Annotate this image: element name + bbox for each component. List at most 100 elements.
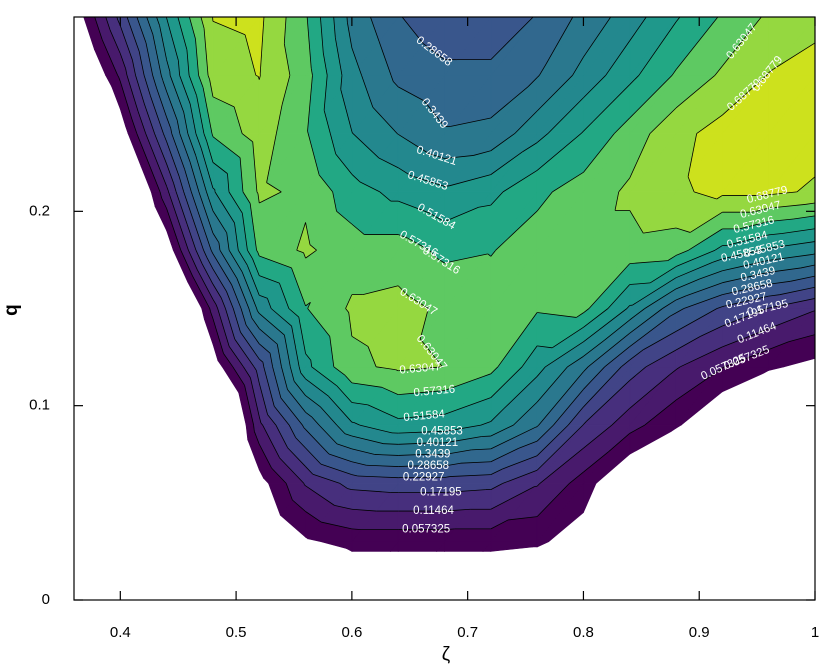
contour-line xyxy=(490,151,524,175)
contour-line xyxy=(766,72,770,76)
contour-line xyxy=(381,386,399,395)
contour-line xyxy=(166,17,179,61)
contour-line xyxy=(203,133,208,142)
contour-line xyxy=(200,17,205,29)
contour-line xyxy=(362,285,399,295)
contour-line xyxy=(567,406,584,426)
contour-line xyxy=(166,117,172,129)
contour-line xyxy=(460,461,491,464)
contour-line xyxy=(160,75,164,81)
contour-line xyxy=(490,133,515,152)
contour-line xyxy=(536,424,584,471)
contour-line xyxy=(621,359,631,368)
contour-line xyxy=(179,75,191,105)
contour-line xyxy=(722,75,767,116)
contour-line xyxy=(189,162,200,193)
contour-line xyxy=(675,366,681,370)
contour-line xyxy=(244,34,257,76)
contour-line xyxy=(318,174,333,193)
contour-line xyxy=(675,249,716,267)
contour-line xyxy=(259,294,268,299)
contour-line xyxy=(397,86,425,102)
contour-band xyxy=(675,424,683,429)
contour-line xyxy=(351,131,353,134)
contour-line xyxy=(262,424,280,459)
plot-frame xyxy=(73,16,816,601)
contour-line xyxy=(166,163,174,184)
contour-line xyxy=(675,278,700,290)
contour-line xyxy=(152,150,167,187)
x-axis-label: ζ xyxy=(442,644,451,665)
contour-line xyxy=(376,366,396,371)
contour-line xyxy=(186,49,190,76)
contour-line xyxy=(305,222,311,245)
contour-line xyxy=(323,75,328,111)
contour-line xyxy=(490,483,503,490)
contour-line xyxy=(604,346,631,368)
contour-line xyxy=(219,249,238,279)
y-axis-label: q xyxy=(1,304,22,316)
contour-line xyxy=(166,91,178,121)
contour-line xyxy=(319,406,338,426)
contour-line xyxy=(267,414,277,426)
contour-line xyxy=(283,43,291,76)
contour-line xyxy=(305,466,314,475)
contour-line xyxy=(398,454,422,456)
contour-line xyxy=(605,40,631,76)
contour-line xyxy=(195,250,203,264)
contour-line xyxy=(675,74,716,109)
contour-line xyxy=(351,174,361,183)
contour-line xyxy=(312,473,341,484)
contour-line xyxy=(583,366,622,408)
contour-line xyxy=(626,305,631,309)
contour-line xyxy=(309,244,317,251)
contour-line xyxy=(367,346,377,367)
contour-line xyxy=(228,249,243,272)
contour-line xyxy=(359,181,381,193)
contour-line xyxy=(234,222,239,251)
x-tick-label: 0.8 xyxy=(573,624,594,641)
contour-line xyxy=(239,157,244,192)
contour-line xyxy=(536,483,541,487)
contour-line xyxy=(536,75,573,112)
contour-line xyxy=(156,87,168,118)
contour-line xyxy=(800,264,815,269)
contour-line xyxy=(156,17,161,26)
contour-label: 0.17195 xyxy=(420,487,462,499)
contour-line xyxy=(132,59,136,76)
contour-line xyxy=(307,131,309,134)
contour-line xyxy=(336,424,346,434)
contour-label: 0.45853 xyxy=(421,425,463,437)
contour-line xyxy=(444,409,457,415)
contour-line xyxy=(245,324,260,345)
contour-line xyxy=(329,133,337,155)
x-tick-label: 0.6 xyxy=(341,624,362,641)
contour-line xyxy=(257,193,260,204)
contour-line xyxy=(209,308,211,312)
contour-line xyxy=(183,191,193,218)
contour-line xyxy=(604,319,631,341)
contour-line xyxy=(266,182,282,193)
contour-line xyxy=(643,227,677,234)
contour-line xyxy=(138,51,145,76)
contour-line xyxy=(719,367,723,371)
contour-line xyxy=(279,282,290,309)
contour-line xyxy=(336,443,353,450)
contour-line xyxy=(195,133,202,149)
contour-line xyxy=(322,52,328,76)
contour-line xyxy=(263,366,275,407)
contour-line xyxy=(256,249,259,253)
contour-line xyxy=(551,326,584,349)
contour-line xyxy=(206,257,214,270)
contour-line xyxy=(223,353,234,368)
contour-line xyxy=(234,339,255,368)
contour-line xyxy=(303,483,305,485)
contour-line xyxy=(357,475,399,479)
contour-line xyxy=(266,298,272,309)
contour-line xyxy=(307,75,313,132)
contour-line xyxy=(231,284,242,309)
contour-line xyxy=(305,249,317,259)
contour-line xyxy=(146,158,161,193)
contour-line xyxy=(537,345,553,349)
contour-line xyxy=(260,422,263,426)
